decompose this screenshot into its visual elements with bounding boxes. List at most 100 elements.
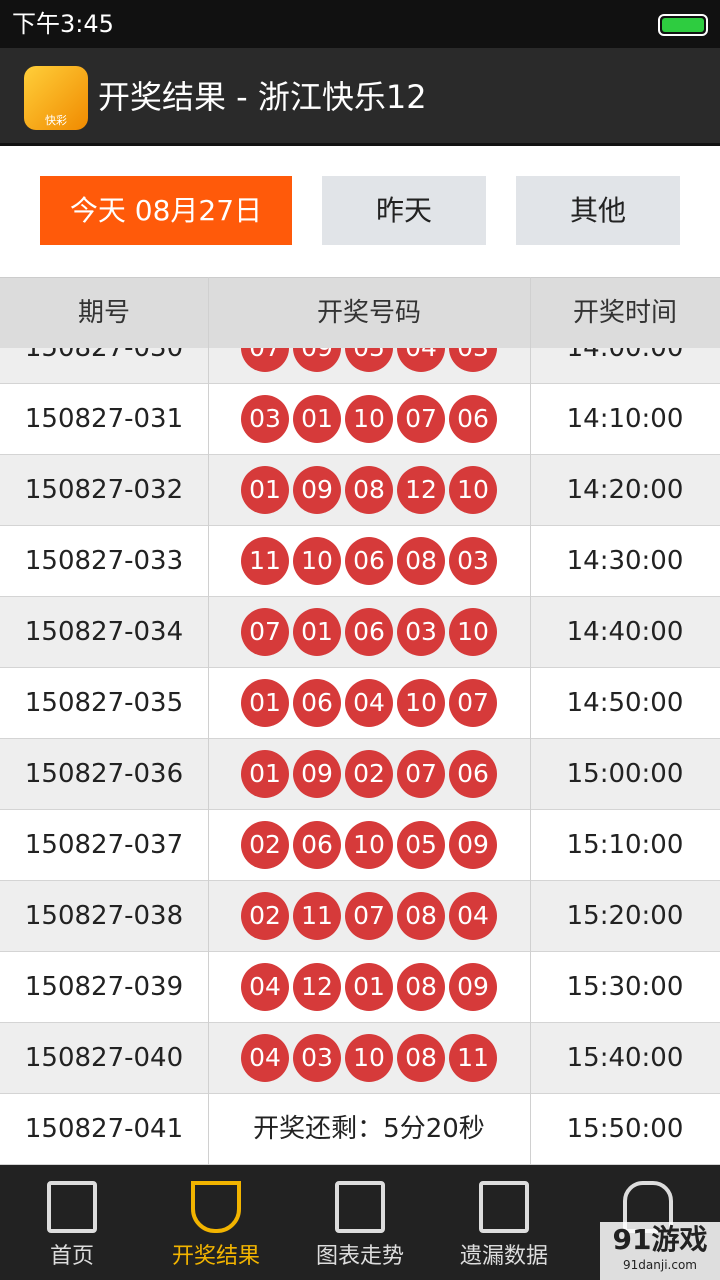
result-row: 150827-035 01 06 04 10 07 14:50:00 xyxy=(0,668,720,739)
number-ball: 07 xyxy=(241,608,289,656)
number-ball: 12 xyxy=(397,466,445,514)
issue-number: 150827-041 xyxy=(24,1114,184,1144)
number-ball: 01 xyxy=(241,750,289,798)
issue-number: 150827-036 xyxy=(24,759,184,789)
number-ball: 11 xyxy=(241,537,289,585)
watermark-brand: 91游戏 xyxy=(612,1223,708,1256)
app-logo: 快彩 xyxy=(24,66,88,130)
number-ball: 02 xyxy=(241,821,289,869)
nav-label: 开奖结果 xyxy=(171,1244,260,1269)
nav-icon xyxy=(335,1181,385,1233)
issue-number: 150827-034 xyxy=(24,617,184,647)
number-ball: 01 xyxy=(293,608,341,656)
number-ball: 06 xyxy=(293,821,341,869)
draw-time: 14:20:00 xyxy=(566,475,684,505)
number-ball: 11 xyxy=(449,1034,497,1082)
number-ball: 07 xyxy=(345,892,393,940)
number-ball: 02 xyxy=(241,892,289,940)
draw-time: 15:30:00 xyxy=(566,972,684,1002)
logo-text: 快彩 xyxy=(45,114,67,127)
draw-time: 15:10:00 xyxy=(566,830,684,860)
number-ball: 09 xyxy=(293,348,341,372)
draw-time: 14:40:00 xyxy=(566,617,684,647)
result-row: 150827-037 02 06 10 05 09 15:10:00 xyxy=(0,810,720,881)
table-header: 期号 开奖号码 开奖时间 xyxy=(0,277,720,348)
nav-item[interactable]: 首页 xyxy=(0,1165,144,1280)
column-divider xyxy=(530,277,531,1165)
number-ball: 10 xyxy=(449,466,497,514)
number-ball: 04 xyxy=(241,1034,289,1082)
tab-other[interactable]: 其他 xyxy=(516,176,680,245)
watermark: 91游戏 91danji.com xyxy=(600,1222,720,1280)
result-row: 150827-031 03 01 10 07 06 14:10:00 xyxy=(0,384,720,455)
number-ball: 12 xyxy=(293,963,341,1011)
result-list: 150827-030070905040314:00:00150827-03103… xyxy=(0,348,720,1165)
column-divider xyxy=(208,277,209,1165)
tab-yesterday[interactable]: 昨天 xyxy=(322,176,486,245)
number-ball: 10 xyxy=(345,395,393,443)
result-row: 150827-039 04 12 01 08 09 15:30:00 xyxy=(0,952,720,1023)
number-ball: 10 xyxy=(397,679,445,727)
result-row: 150827-032 01 09 08 12 10 14:20:00 xyxy=(0,455,720,526)
issue-number: 150827-033 xyxy=(24,546,184,576)
number-ball: 06 xyxy=(293,679,341,727)
number-ball: 08 xyxy=(397,892,445,940)
number-ball: 08 xyxy=(345,466,393,514)
nav-label: 首页 xyxy=(49,1244,94,1269)
number-ball: 10 xyxy=(293,537,341,585)
number-ball: 08 xyxy=(397,537,445,585)
result-row: 150827-033 11 10 06 08 03 14:30:00 xyxy=(0,526,720,597)
number-ball: 08 xyxy=(397,1034,445,1082)
number-ball: 09 xyxy=(293,750,341,798)
number-ball: 03 xyxy=(449,348,497,372)
result-row: 150827-038 02 11 07 08 04 15:20:00 xyxy=(0,881,720,952)
nav-item[interactable]: 遗漏数据 xyxy=(432,1165,576,1280)
draw-time: 15:00:00 xyxy=(566,759,684,789)
column-header: 开奖时间 xyxy=(572,298,677,328)
header-title: 开奖结果 - 浙江快乐12 xyxy=(98,78,427,116)
number-ball: 04 xyxy=(241,963,289,1011)
tab-today[interactable]: 今天 08月27日 xyxy=(40,176,292,245)
draw-time: 14:10:00 xyxy=(566,404,684,434)
number-ball: 09 xyxy=(449,821,497,869)
draw-time: 14:50:00 xyxy=(566,688,684,718)
issue-number: 150827-031 xyxy=(24,404,184,434)
nav-icon xyxy=(479,1181,529,1233)
number-ball: 08 xyxy=(397,963,445,1011)
issue-number: 150827-030 xyxy=(24,348,184,363)
number-ball: 10 xyxy=(345,1034,393,1082)
number-ball: 06 xyxy=(449,395,497,443)
countdown: 开奖还剩：5分20秒 xyxy=(253,1114,485,1144)
nav-icon xyxy=(191,1181,241,1233)
draw-time: 14:00:00 xyxy=(566,348,684,363)
number-ball: 07 xyxy=(449,679,497,727)
issue-number: 150827-035 xyxy=(24,688,184,718)
number-ball: 04 xyxy=(449,892,497,940)
issue-number: 150827-037 xyxy=(24,830,184,860)
number-ball: 09 xyxy=(449,963,497,1011)
issue-number: 150827-039 xyxy=(24,972,184,1002)
nav-label: 遗漏数据 xyxy=(459,1244,548,1269)
status-bar: 下午3:45 xyxy=(0,0,720,48)
number-ball: 10 xyxy=(345,821,393,869)
issue-number: 150827-032 xyxy=(24,475,184,505)
number-ball: 01 xyxy=(293,395,341,443)
draw-time: 15:50:00 xyxy=(566,1114,684,1144)
issue-number: 150827-040 xyxy=(24,1043,184,1073)
number-ball: 06 xyxy=(345,537,393,585)
number-ball: 07 xyxy=(397,395,445,443)
number-ball: 03 xyxy=(241,395,289,443)
draw-time: 14:30:00 xyxy=(566,546,684,576)
number-ball: 05 xyxy=(397,821,445,869)
number-ball: 10 xyxy=(449,608,497,656)
number-ball: 07 xyxy=(241,348,289,372)
nav-item[interactable]: 图表走势 xyxy=(288,1165,432,1280)
number-ball: 09 xyxy=(293,466,341,514)
nav-label: 图表走势 xyxy=(315,1244,404,1269)
issue-number: 150827-038 xyxy=(24,901,184,931)
nav-item[interactable]: 开奖结果 xyxy=(144,1165,288,1280)
draw-time: 15:40:00 xyxy=(566,1043,684,1073)
app-header: 快彩 开奖结果 - 浙江快乐12 xyxy=(0,48,720,146)
number-ball: 03 xyxy=(449,537,497,585)
number-ball: 04 xyxy=(397,348,445,372)
